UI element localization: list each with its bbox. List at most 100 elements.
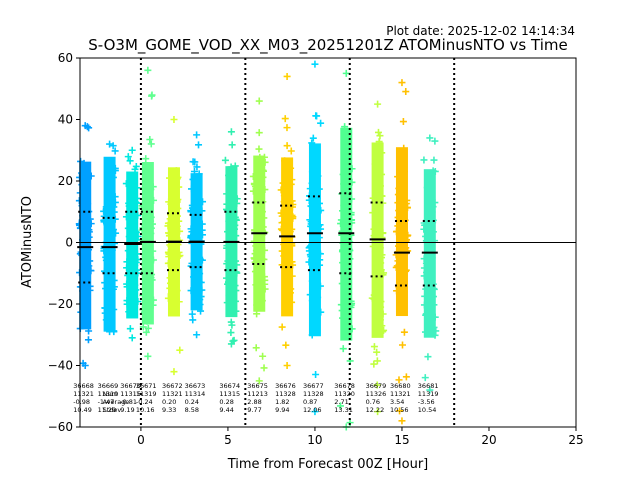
data-point: [260, 255, 268, 263]
data-point: [82, 281, 90, 289]
data-point: [316, 256, 324, 264]
data-point: [421, 292, 429, 300]
data-point: [311, 168, 319, 176]
data-point: [395, 376, 403, 384]
data-point: [122, 213, 130, 221]
data-point: [308, 331, 316, 339]
data-point: [427, 189, 435, 197]
stat-1: 11319: [136, 390, 157, 398]
data-point: [402, 266, 410, 274]
data-point: [143, 317, 151, 325]
x-tick-label: 5: [224, 433, 232, 447]
data-point: [376, 308, 384, 316]
data-point: [107, 179, 115, 187]
data-point: [379, 229, 387, 237]
data-point: [193, 254, 201, 262]
data-point: [172, 258, 180, 266]
data-point: [342, 130, 350, 138]
data-point: [172, 167, 180, 175]
data-point: [379, 328, 387, 336]
stat-0: 36680: [390, 382, 411, 390]
data-point: [257, 188, 265, 196]
data-point: [340, 264, 348, 272]
series-36681: [420, 134, 440, 394]
data-point: [125, 202, 133, 210]
data-point: [396, 160, 404, 168]
data-point: [101, 309, 109, 317]
data-point: [231, 221, 239, 229]
data-point: [396, 230, 404, 238]
data-point: [78, 251, 86, 259]
stat-1: 11314: [185, 390, 206, 398]
stat-3: 9.44: [219, 406, 233, 414]
data-point: [126, 157, 134, 165]
stat-1: 11328: [275, 390, 296, 398]
x-tick-label: 15: [394, 433, 409, 447]
data-point: [373, 381, 381, 389]
stat-3: 11.29: [98, 406, 117, 414]
data-point: [77, 308, 85, 316]
data-point: [229, 255, 237, 263]
data-point: [347, 216, 355, 224]
data-point: [372, 264, 380, 272]
series-36672: [164, 116, 184, 376]
stat-1: 11319: [98, 390, 119, 398]
y-axis-label: ATOMinusNTO: [20, 196, 35, 288]
data-point: [421, 221, 429, 229]
data-point: [224, 280, 232, 288]
stat-row-label: Stdev: [103, 406, 122, 414]
data-point: [195, 278, 203, 286]
data-point: [372, 305, 380, 313]
data-point: [257, 210, 265, 218]
data-point: [277, 186, 285, 194]
data-point: [403, 204, 411, 212]
data-point: [105, 300, 113, 308]
data-point: [426, 295, 434, 303]
data-point: [278, 212, 286, 220]
data-point: [315, 250, 323, 258]
data-point: [428, 208, 436, 216]
data-point: [109, 226, 117, 234]
data-point: [174, 204, 182, 212]
data-point: [421, 328, 429, 336]
data-point: [344, 292, 352, 300]
series-36677: [305, 60, 325, 416]
x-tick-label: 20: [481, 433, 496, 447]
data-point: [83, 209, 91, 217]
series-36673: [187, 131, 207, 339]
data-point: [424, 180, 432, 188]
data-point-max: [311, 60, 319, 68]
data-point: [307, 253, 315, 261]
data-point-min: [144, 352, 152, 360]
data-point: [374, 254, 382, 262]
data-point: [280, 198, 288, 206]
stat-2: 2.88: [247, 398, 261, 406]
stat-1: 11328: [303, 390, 324, 398]
data-point-min: [283, 362, 291, 369]
data-point: [231, 213, 239, 221]
stat-3: 9.94: [275, 406, 289, 414]
series-36680: [392, 79, 412, 425]
stat-1: 11315: [219, 390, 240, 398]
data-point: [284, 221, 292, 229]
data-point: [109, 173, 117, 181]
data-point: [404, 231, 412, 239]
data-point: [398, 234, 406, 242]
data-point-min: [106, 328, 114, 336]
data-point: [146, 196, 154, 204]
data-point: [378, 322, 386, 330]
data-point: [132, 198, 140, 206]
data-point: [223, 299, 231, 307]
data-point: [166, 174, 174, 182]
data-point: [80, 159, 88, 167]
data-point: [249, 187, 257, 195]
data-point: [284, 295, 292, 303]
data-point: [132, 162, 140, 170]
stat-3: 12.22: [366, 406, 385, 414]
data-point: [308, 179, 316, 187]
data-point: [283, 161, 291, 169]
data-point: [189, 175, 197, 183]
data-point: [336, 402, 344, 410]
data-point: [191, 217, 199, 225]
data-point: [225, 291, 233, 299]
